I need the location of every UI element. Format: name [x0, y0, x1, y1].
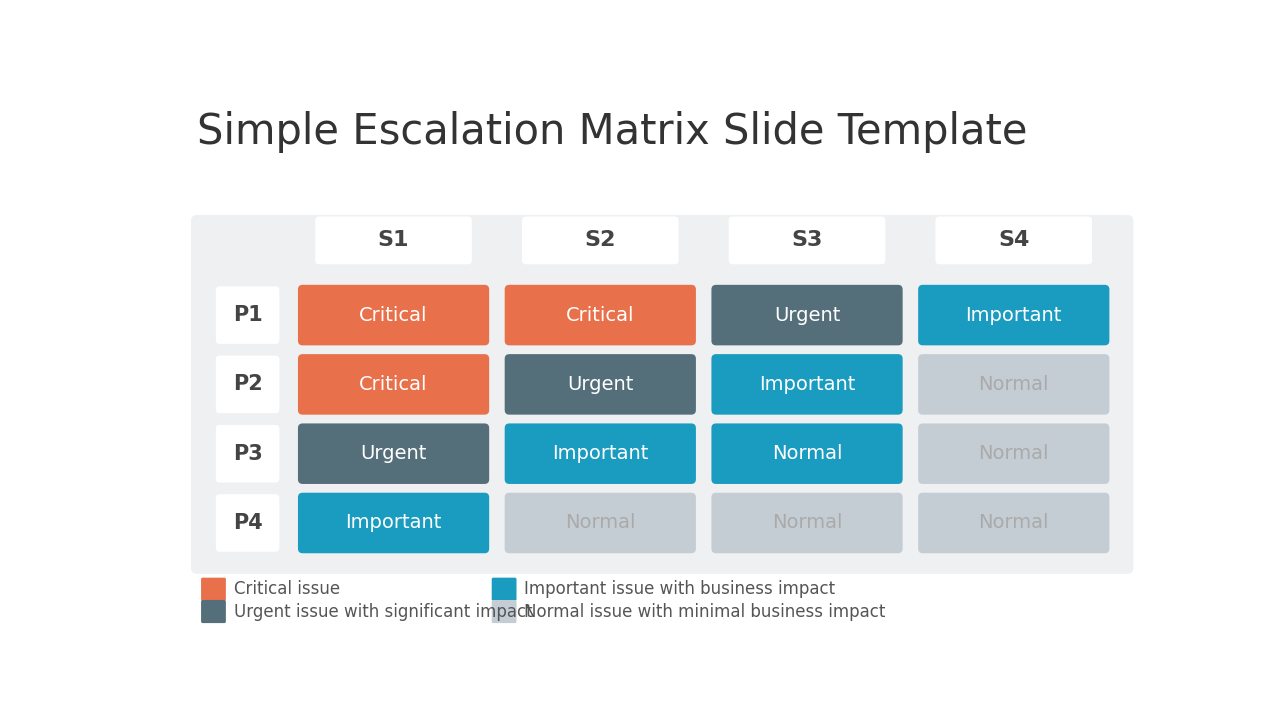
- Text: Normal: Normal: [772, 444, 842, 463]
- Text: Critical: Critical: [360, 375, 428, 394]
- Text: P3: P3: [233, 444, 262, 464]
- Text: Normal: Normal: [978, 513, 1050, 533]
- FancyBboxPatch shape: [298, 492, 489, 553]
- Text: Urgent: Urgent: [361, 444, 426, 463]
- FancyBboxPatch shape: [216, 356, 279, 413]
- FancyBboxPatch shape: [216, 494, 279, 552]
- FancyBboxPatch shape: [504, 492, 696, 553]
- FancyBboxPatch shape: [216, 287, 279, 344]
- FancyBboxPatch shape: [712, 423, 902, 484]
- Text: S4: S4: [998, 230, 1029, 251]
- FancyBboxPatch shape: [712, 492, 902, 553]
- FancyBboxPatch shape: [936, 217, 1092, 264]
- FancyBboxPatch shape: [298, 285, 489, 346]
- Text: S2: S2: [585, 230, 616, 251]
- FancyBboxPatch shape: [918, 423, 1110, 484]
- Text: P1: P1: [233, 305, 262, 325]
- Text: Important: Important: [552, 444, 649, 463]
- FancyBboxPatch shape: [492, 600, 517, 623]
- Text: S3: S3: [791, 230, 823, 251]
- FancyBboxPatch shape: [315, 217, 472, 264]
- FancyBboxPatch shape: [201, 577, 225, 600]
- FancyBboxPatch shape: [728, 217, 886, 264]
- FancyBboxPatch shape: [216, 425, 279, 482]
- FancyBboxPatch shape: [712, 354, 902, 415]
- Text: Critical: Critical: [360, 305, 428, 325]
- FancyBboxPatch shape: [712, 285, 902, 346]
- Text: Important: Important: [759, 375, 855, 394]
- Text: Critical issue: Critical issue: [234, 580, 339, 598]
- FancyBboxPatch shape: [298, 423, 489, 484]
- Text: P4: P4: [233, 513, 262, 533]
- Text: Important issue with business impact: Important issue with business impact: [525, 580, 836, 598]
- Text: Normal: Normal: [978, 375, 1050, 394]
- FancyBboxPatch shape: [504, 354, 696, 415]
- FancyBboxPatch shape: [522, 217, 678, 264]
- Text: Normal issue with minimal business impact: Normal issue with minimal business impac…: [525, 603, 886, 621]
- Text: Normal: Normal: [772, 513, 842, 533]
- Text: Normal: Normal: [564, 513, 636, 533]
- FancyBboxPatch shape: [191, 215, 1133, 574]
- Text: Important: Important: [965, 305, 1062, 325]
- FancyBboxPatch shape: [918, 285, 1110, 346]
- FancyBboxPatch shape: [492, 577, 517, 600]
- Text: Important: Important: [346, 513, 442, 533]
- Text: Critical: Critical: [566, 305, 635, 325]
- FancyBboxPatch shape: [298, 354, 489, 415]
- FancyBboxPatch shape: [504, 285, 696, 346]
- FancyBboxPatch shape: [201, 600, 225, 623]
- FancyBboxPatch shape: [504, 423, 696, 484]
- Text: Normal: Normal: [978, 444, 1050, 463]
- Text: Urgent: Urgent: [567, 375, 634, 394]
- FancyBboxPatch shape: [918, 354, 1110, 415]
- Text: P2: P2: [233, 374, 262, 395]
- Text: Simple Escalation Matrix Slide Template: Simple Escalation Matrix Slide Template: [197, 111, 1028, 153]
- Text: S1: S1: [378, 230, 410, 251]
- Text: Urgent issue with significant impact: Urgent issue with significant impact: [234, 603, 532, 621]
- Text: Urgent: Urgent: [774, 305, 840, 325]
- FancyBboxPatch shape: [918, 492, 1110, 553]
